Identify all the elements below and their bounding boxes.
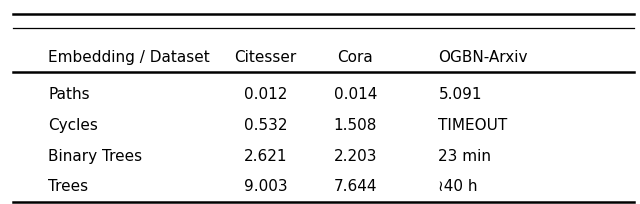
Text: 2.203: 2.203 [333,149,377,164]
Text: 0.532: 0.532 [244,118,287,133]
Text: Trees: Trees [48,179,88,194]
Text: TIMEOUT: TIMEOUT [438,118,508,133]
Text: 0.012: 0.012 [244,87,287,102]
Text: Binary Trees: Binary Trees [48,149,142,164]
Text: 9.003: 9.003 [244,179,287,194]
Text: 0.014: 0.014 [333,87,377,102]
Text: OGBN-Arxiv: OGBN-Arxiv [438,50,528,65]
Text: 23 min: 23 min [438,149,492,164]
Text: ≀40 h: ≀40 h [438,179,478,194]
Text: 7.644: 7.644 [333,179,377,194]
Text: Embedding / Dataset: Embedding / Dataset [48,50,210,65]
Text: 1.508: 1.508 [333,118,377,133]
Text: Cora: Cora [337,50,373,65]
Text: Citesser: Citesser [234,50,297,65]
Text: 5.091: 5.091 [438,87,482,102]
Text: 2.621: 2.621 [244,149,287,164]
Text: Paths: Paths [48,87,90,102]
Text: Cycles: Cycles [48,118,98,133]
